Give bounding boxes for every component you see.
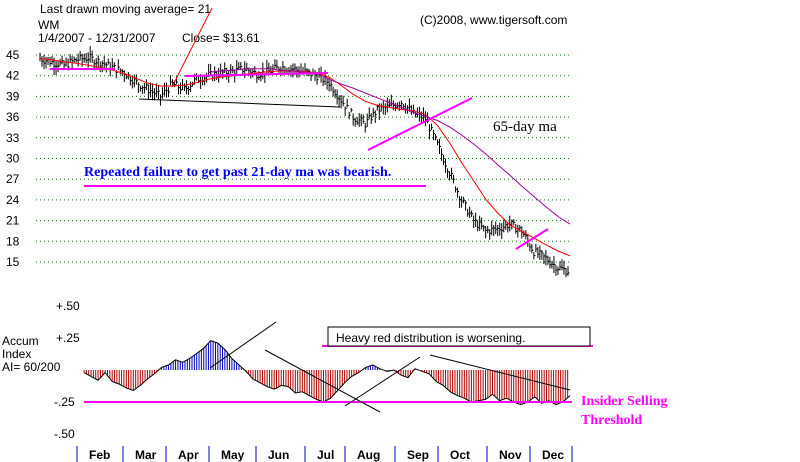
accum-bars xyxy=(83,340,571,406)
month-label: Sep xyxy=(407,448,429,462)
price-tick-label: 39 xyxy=(6,89,20,103)
month-label: Dec xyxy=(542,448,564,462)
accum-tick-label: -.25 xyxy=(54,395,75,409)
ai-label: AI= 60/200 xyxy=(2,360,61,374)
price-tick-label: 24 xyxy=(6,193,20,207)
ma21-line xyxy=(39,58,571,257)
price-tick-label: 36 xyxy=(6,110,20,124)
accum-outline xyxy=(83,340,571,406)
failure-note: Repeated failure to get past 21-day ma w… xyxy=(84,165,391,180)
month-label: Aug xyxy=(357,448,380,462)
price-tick-label: 27 xyxy=(6,172,20,186)
copyright-label: (C)2008, www.tigersoft.com xyxy=(420,13,567,27)
date-range-label: 1/4/2007 - 12/31/2007 xyxy=(38,31,156,45)
last-ma-label: Last drawn moving average= 21 xyxy=(40,2,211,16)
trendline-flag xyxy=(367,97,473,151)
index-label: Index xyxy=(2,347,31,361)
price-bars xyxy=(39,46,570,278)
ma-pointer xyxy=(171,7,213,88)
trendline-dec xyxy=(515,228,549,250)
month-label: Mar xyxy=(135,448,157,462)
price-tick-label: 15 xyxy=(6,255,20,269)
trendlines xyxy=(50,7,549,250)
accum-tick-label: +.25 xyxy=(56,331,80,345)
support-line xyxy=(138,98,341,108)
heavy-red-note: Heavy red distribution is worsening. xyxy=(336,331,525,345)
price-tick-label: 30 xyxy=(6,152,20,166)
price-tick-label: 42 xyxy=(6,69,20,83)
month-label: Apr xyxy=(178,448,199,462)
heavy-red-box xyxy=(327,326,591,347)
price-tick-label: 33 xyxy=(6,131,20,145)
month-label: Jul xyxy=(317,448,334,462)
price-tick-label: 45 xyxy=(6,48,20,62)
accum-tick-label: -.50 xyxy=(54,427,75,441)
price-gridlines xyxy=(36,54,572,263)
accum-tick-label: +.50 xyxy=(56,299,80,313)
month-label: Feb xyxy=(89,448,110,462)
month-x-axis: Feb Mar Apr May Jun Jul Aug Sep Oct Nov Dec xyxy=(76,446,573,462)
month-label: Jun xyxy=(268,448,289,462)
insider-selling-label: Insider Selling xyxy=(581,394,668,409)
price-tick-label: 18 xyxy=(6,234,20,248)
month-label: Nov xyxy=(499,448,522,462)
close-label: Close= $13.61 xyxy=(182,31,260,45)
month-label: May xyxy=(221,448,245,462)
symbol-label: WM xyxy=(38,18,59,32)
threshold-label: Threshold xyxy=(581,413,642,428)
accum-y-axis: +.50 +.25 -.25 -.50 xyxy=(54,299,80,441)
price-y-axis: 45 42 39 36 33 30 27 24 21 18 15 xyxy=(6,48,20,269)
ma65-line xyxy=(208,68,571,225)
accum-label: Accum xyxy=(2,334,39,348)
accum-trendlines xyxy=(209,321,571,413)
price-tick-label: 21 xyxy=(6,214,20,228)
trendline-range xyxy=(184,72,329,77)
ma65-label: 65-day ma xyxy=(493,119,557,135)
month-label: Oct xyxy=(450,448,470,462)
